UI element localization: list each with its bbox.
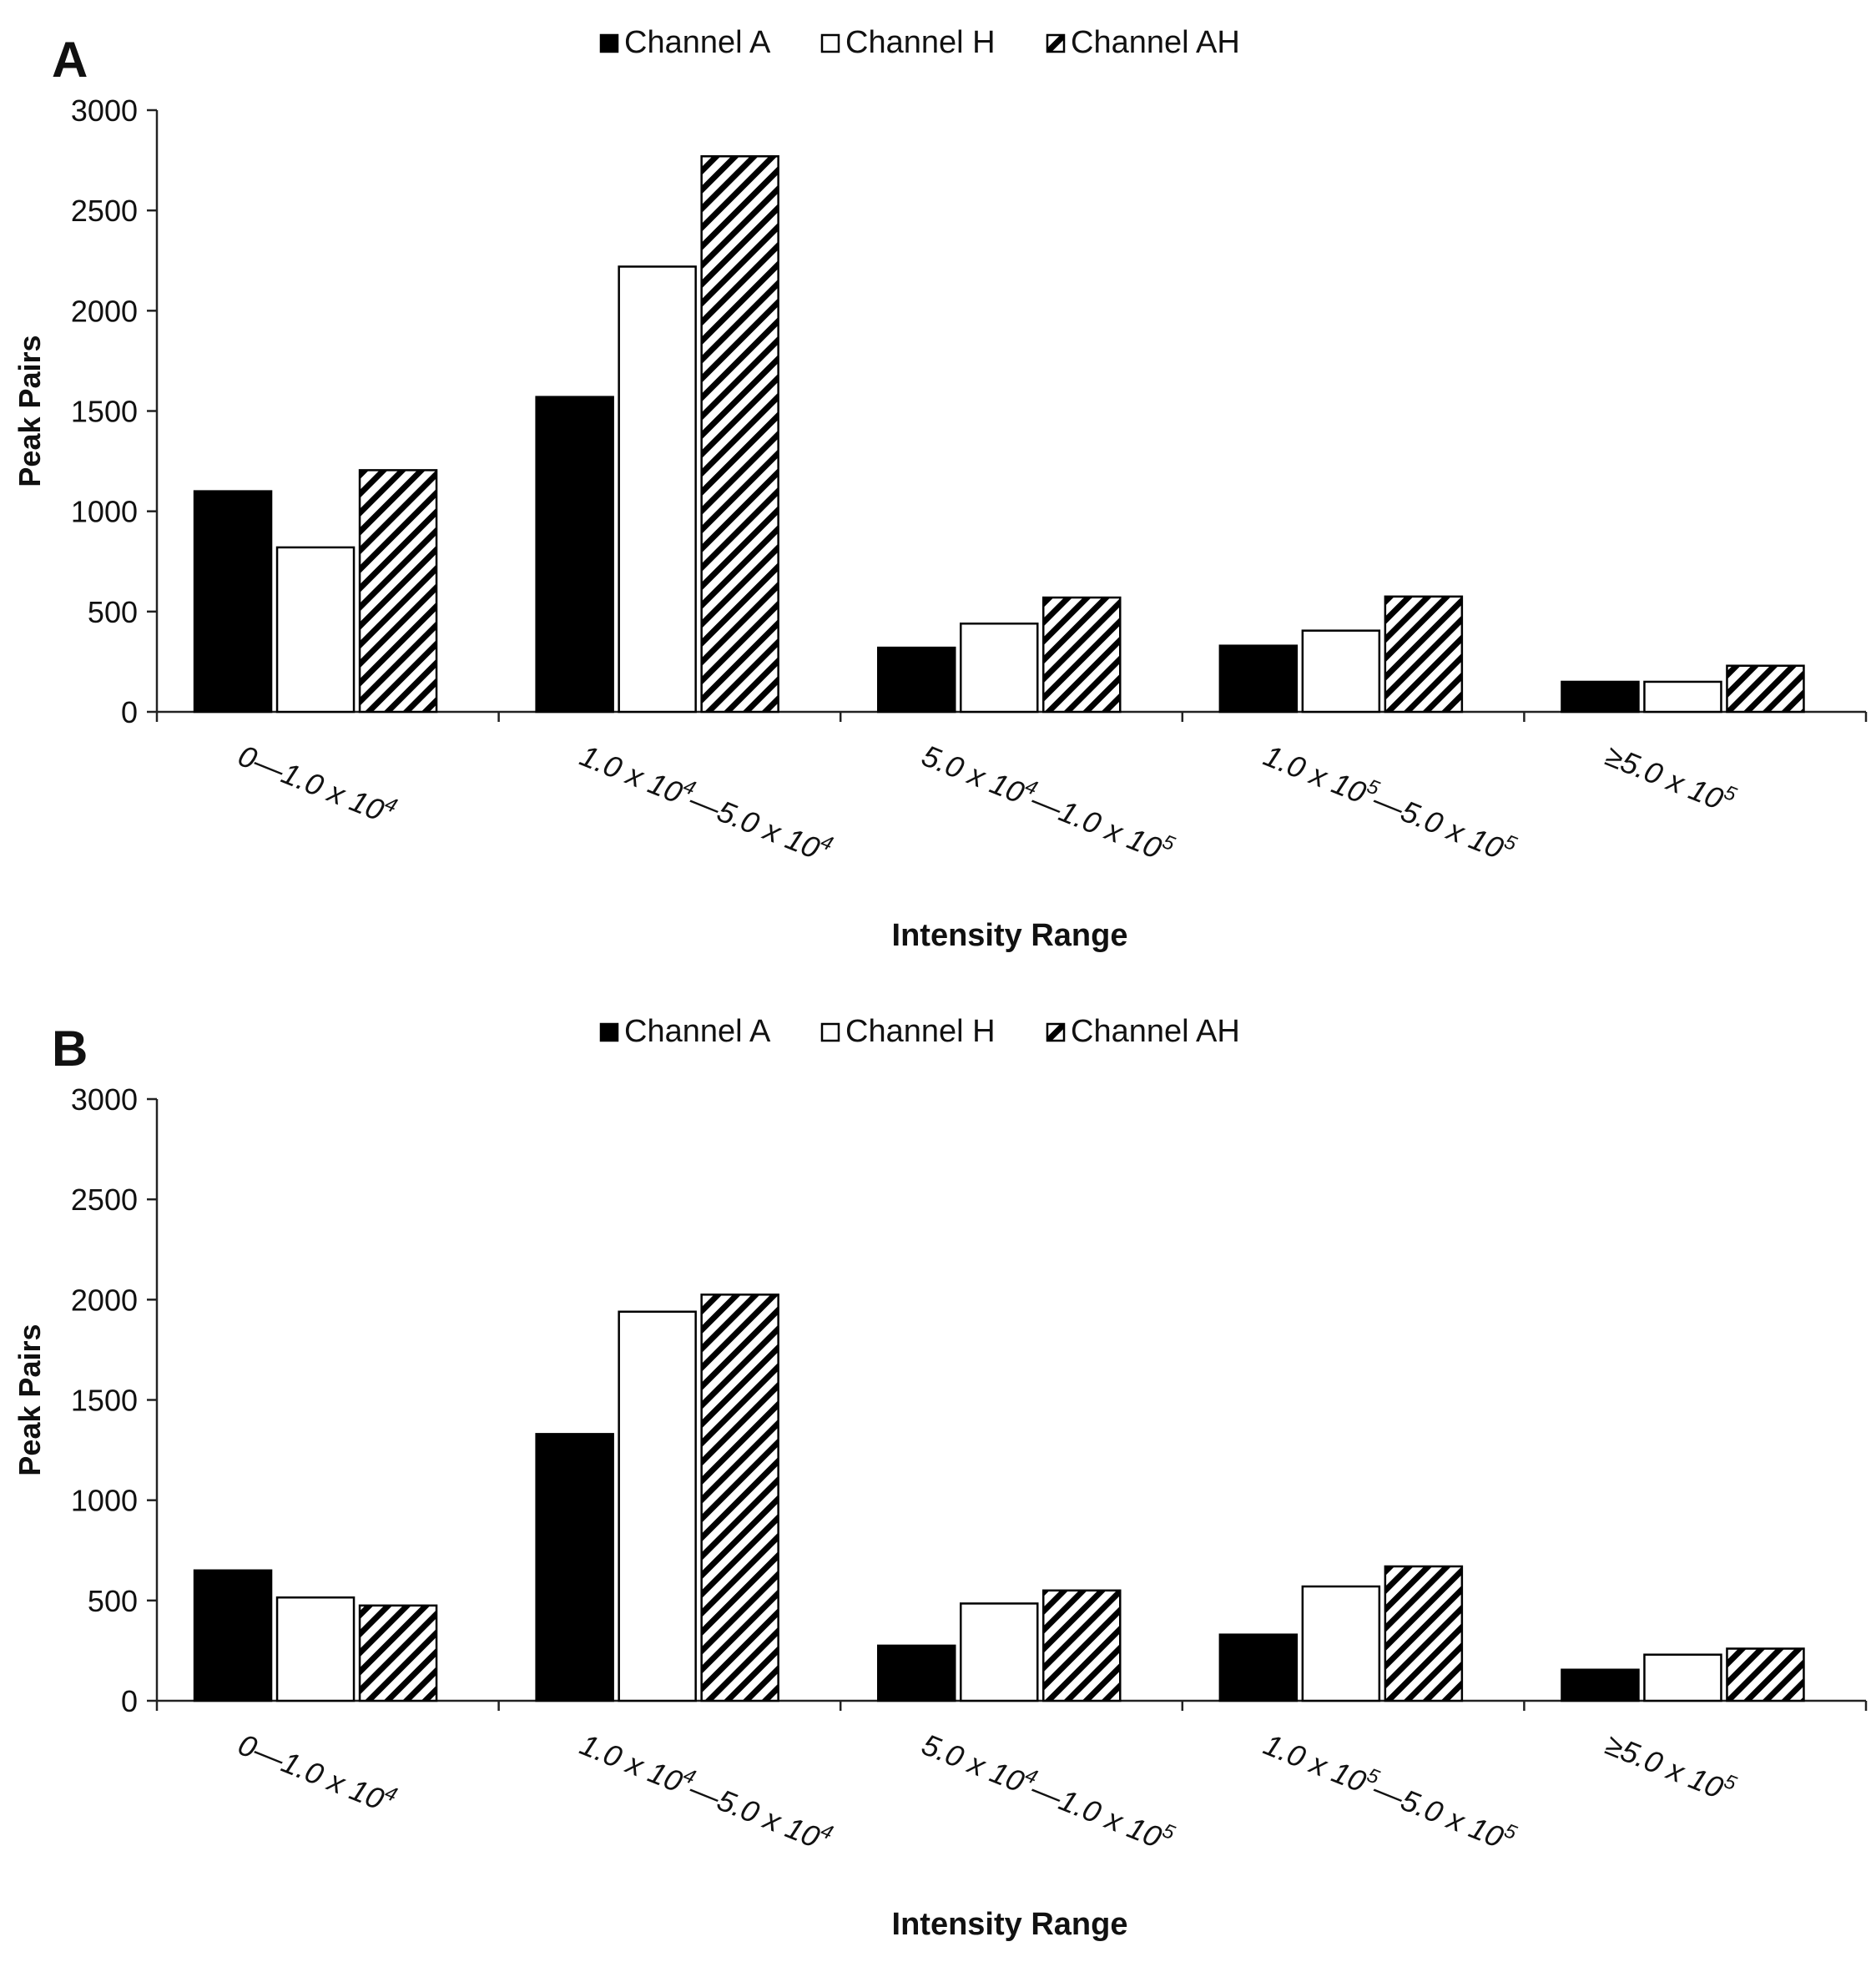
- x-tick-label: 0—1.0 x 104: [234, 735, 401, 832]
- y-tick-label: 1000: [71, 1484, 138, 1518]
- label-part: 1.0 x 10: [575, 738, 687, 809]
- y-tick-label: 500: [88, 1584, 138, 1618]
- legend: Channel A Channel H Channel AH: [599, 1014, 1240, 1049]
- bar-channel-a-4: [1561, 680, 1640, 714]
- y-tick-label: 2500: [71, 194, 138, 228]
- x-tick-label: 1.0 x 105—5.0 x 105: [1259, 735, 1520, 870]
- x-tick-label: 1.0 x 105—5.0 x 105: [1259, 1724, 1520, 1859]
- y-tick-label: 1000: [71, 495, 138, 529]
- label-part: —1.0 x 10: [1026, 782, 1166, 865]
- bar-channel-ah-1: [700, 155, 779, 714]
- y-tick-label: 1500: [71, 1384, 138, 1418]
- x-tick-label: 5.0 x 104—1.0 x 105: [917, 1724, 1178, 1859]
- bar-channel-h-1: [618, 265, 697, 714]
- panel-label: B: [52, 1021, 88, 1077]
- bar-channel-h-4: [1643, 1653, 1722, 1702]
- bar-channel-a-3: [1218, 644, 1299, 714]
- bar-channel-a-4: [1561, 1668, 1640, 1702]
- bar-channel-ah-4: [1726, 664, 1805, 714]
- y-tick-label: 3000: [71, 1082, 138, 1117]
- legend-swatch-channel-h: [820, 1022, 840, 1042]
- x-axis-title: Intensity Range: [892, 1907, 1128, 1942]
- bar-channel-a-2: [877, 1644, 956, 1702]
- bar-channel-a-1: [535, 1433, 614, 1702]
- bar-channel-ah-3: [1384, 1565, 1464, 1702]
- bar-channel-a-1: [535, 396, 614, 714]
- label-part: —5.0 x 10: [1368, 782, 1508, 865]
- x-tick-label: 5.0 x 104—1.0 x 105: [917, 735, 1178, 870]
- y-tick-label: 2500: [71, 1183, 138, 1217]
- bar-channel-h-0: [275, 546, 356, 714]
- legend-swatch-channel-a: [599, 1022, 619, 1042]
- bar-channel-ah-0: [358, 1604, 438, 1702]
- bar-channel-a-0: [193, 490, 273, 714]
- legend-swatch-channel-h: [820, 33, 840, 53]
- legend-swatch-channel-a: [599, 33, 619, 53]
- x-tick-label: ≥5.0 x 105: [1601, 735, 1740, 820]
- legend-swatch-channel-ah: [1046, 33, 1066, 53]
- bar-chart-b: B Channel A Channel H Channel AH 0 500 1000 150…: [13, 1014, 1868, 1942]
- bar-channel-h-1: [618, 1310, 697, 1702]
- label-part: ≥5.0 x 10: [1601, 1727, 1727, 1804]
- x-tick-label: ≥5.0 x 105: [1601, 1724, 1740, 1809]
- y-tick-label: 500: [88, 595, 138, 629]
- bar-channel-ah-2: [1042, 1589, 1122, 1702]
- legend-label: Channel AH: [1071, 1014, 1240, 1049]
- y-axis-title: Peak Pairs: [13, 335, 47, 487]
- bar-channel-h-3: [1301, 1585, 1381, 1702]
- panel-label: A: [52, 32, 88, 88]
- y-tick-label: 1500: [71, 395, 138, 429]
- x-tick-label: 1.0 x 104—5.0 x 104: [575, 735, 836, 870]
- label-part: —5.0 x 10: [684, 782, 825, 865]
- label-part: 1.0 x 10: [1259, 738, 1371, 809]
- bar-channel-a-3: [1218, 1633, 1299, 1702]
- chart-panel-a: A Channel A Channel H Channel AH 0 500 1000 150…: [0, 0, 1876, 983]
- bar-chart-a: A Channel A Channel H Channel AH 0 500 1000 150…: [13, 25, 1868, 953]
- bar-channel-ah-2: [1042, 596, 1122, 714]
- y-tick-label: 2000: [71, 1283, 138, 1317]
- bar-channel-ah-4: [1726, 1647, 1805, 1702]
- label-part: —1.0 x 10: [1026, 1771, 1166, 1854]
- label-part: 1.0 x 10: [1259, 1727, 1371, 1798]
- label-part: 5.0 x 10: [917, 1727, 1029, 1798]
- chart-panel-b: B Channel A Channel H Channel AH 0 500 1000 150…: [0, 989, 1876, 1972]
- y-tick-label: 2000: [71, 294, 138, 328]
- label-part: 0—1.0 x 10: [234, 738, 389, 827]
- label-part: 1.0 x 10: [575, 1727, 687, 1798]
- bar-channel-ah-0: [358, 469, 438, 714]
- bar-channel-h-2: [960, 623, 1039, 714]
- label-part: ≥5.0 x 10: [1601, 738, 1727, 815]
- legend-label: Channel A: [624, 25, 771, 60]
- legend-label: Channel H: [845, 25, 996, 60]
- label-part: 5.0 x 10: [917, 738, 1029, 809]
- legend: Channel A Channel H Channel AH: [599, 25, 1240, 60]
- label-part: —5.0 x 10: [1368, 1771, 1508, 1854]
- y-tick-label: 0: [121, 1684, 138, 1718]
- bar-channel-h-3: [1301, 629, 1381, 714]
- bar-channel-h-4: [1643, 680, 1722, 714]
- legend-label: Channel A: [624, 1014, 771, 1049]
- x-axis-title: Intensity Range: [892, 918, 1128, 953]
- legend-swatch-channel-ah: [1046, 1022, 1066, 1042]
- bar-channel-ah-3: [1384, 595, 1464, 714]
- bar-channel-h-2: [960, 1602, 1039, 1702]
- label-part: —5.0 x 10: [684, 1771, 825, 1854]
- bar-channel-a-2: [877, 646, 956, 714]
- x-tick-label: 0—1.0 x 104: [234, 1724, 401, 1821]
- legend-label: Channel AH: [1071, 25, 1240, 60]
- y-axis-title: Peak Pairs: [13, 1324, 47, 1475]
- x-tick-label: 1.0 x 104—5.0 x 104: [575, 1724, 836, 1859]
- bar-channel-a-0: [193, 1569, 273, 1702]
- bar-channel-ah-1: [700, 1294, 779, 1702]
- legend-label: Channel H: [845, 1014, 996, 1049]
- bar-channel-h-0: [275, 1596, 356, 1702]
- y-tick-label: 3000: [71, 93, 138, 128]
- y-tick-label: 0: [121, 695, 138, 729]
- label-part: 0—1.0 x 10: [234, 1727, 389, 1816]
